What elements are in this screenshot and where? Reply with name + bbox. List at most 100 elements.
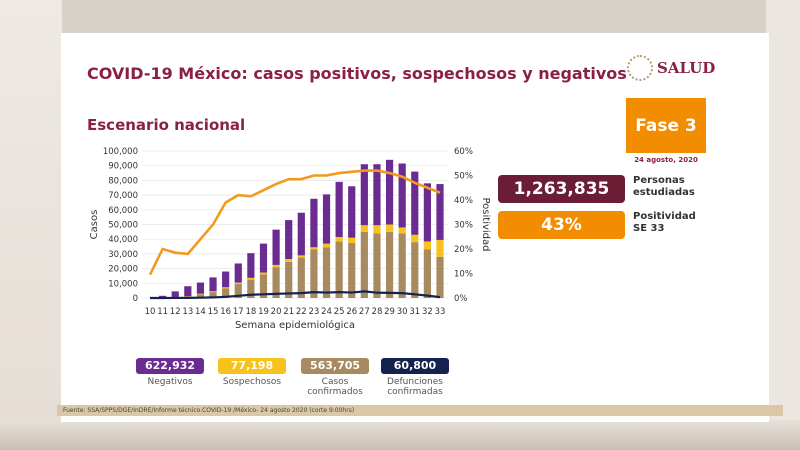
legend-label: Sospechosos	[218, 377, 286, 387]
x-tick-label: 30	[397, 307, 408, 317]
x-tick-label: 31	[409, 307, 420, 317]
y-tick-label: 100,000	[103, 147, 138, 157]
x-tick-label: 33	[435, 307, 446, 317]
seal-icon	[627, 55, 653, 81]
y2-tick-label: 10%	[454, 270, 473, 280]
y2-tick-label: 50%	[454, 172, 473, 182]
bar-casos-confirmados	[247, 279, 255, 298]
bar-casos-confirmados	[297, 257, 305, 298]
y-tick-label: 80,000	[108, 176, 138, 186]
line-positividad	[148, 169, 441, 276]
x-tick-label: 13	[182, 307, 193, 317]
bar-casos-confirmados	[373, 233, 381, 298]
legend-label: Defunciones confirmadas	[381, 377, 449, 397]
legend-label-1: Negativos	[147, 377, 193, 387]
y2-tick-label: 30%	[454, 221, 473, 231]
x-tick-label: 26	[346, 307, 357, 317]
bar-negativos	[184, 286, 192, 297]
bar-negativos	[398, 163, 406, 228]
chart: 0 10,000 20,000 30,000 40,000 50,000 60,000 70,…	[89, 147, 491, 331]
x-tick-label: 29	[384, 307, 395, 317]
bar-negativos	[423, 183, 431, 242]
personas-label-2: estudiadas	[633, 187, 695, 198]
slide-subtitle: Escenario nacional	[87, 116, 246, 134]
x-tick-label: 14	[195, 307, 206, 317]
x-tick-label: 28	[372, 307, 383, 317]
legend-label-1: Defunciones	[387, 377, 443, 387]
legend-value: 77,198	[218, 358, 286, 374]
background-bottom	[0, 420, 800, 450]
bar-casos-confirmados	[398, 233, 406, 298]
x-tick-label: 17	[233, 307, 244, 317]
y2-axis-label: Positividad	[480, 198, 491, 252]
positividad-label: Positividad SE 33	[633, 211, 696, 235]
bar-casos-confirmados	[272, 267, 280, 298]
bar-casos-confirmados	[222, 288, 230, 298]
x-tick-label: 16	[220, 307, 231, 317]
legend-label-1: Sospechosos	[222, 377, 282, 387]
legend-item: 60,800 Defunciones confirmadas	[381, 358, 449, 397]
x-tick-label: 10	[145, 307, 156, 317]
legend-label-1: Casos	[321, 377, 349, 387]
x-tick-label: 12	[170, 307, 181, 317]
legend-value: 60,800	[381, 358, 449, 374]
legend-label-2: confirmadas	[387, 387, 443, 397]
bar-sospechosos	[272, 264, 280, 268]
bar-casos-confirmados	[360, 231, 368, 298]
bar-sospechosos	[322, 243, 331, 248]
bar-negativos	[297, 212, 305, 256]
logo-text: SALUD	[657, 59, 716, 77]
bar-sospechosos	[411, 234, 419, 243]
line-defunciones-confirmadas	[150, 290, 441, 300]
bar-negativos	[335, 181, 343, 237]
legend-item: 77,198 Sospechosos	[218, 358, 286, 387]
bar-negativos	[259, 243, 268, 273]
bar-sospechosos	[398, 227, 406, 234]
salud-logo: SALUD	[627, 55, 715, 81]
personas-label: Personas estudiadas	[633, 175, 695, 199]
x-tick-label: 21	[283, 307, 294, 317]
bar-negativos	[171, 291, 179, 297]
y-tick-label: 90,000	[108, 162, 138, 172]
bar-negativos	[222, 271, 230, 288]
bar-sospechosos	[335, 236, 343, 242]
bar-negativos	[436, 184, 444, 240]
x-tick-label: 25	[334, 307, 345, 317]
bar-negativos	[209, 277, 217, 292]
bar-casos-confirmados	[285, 261, 293, 298]
bar-casos-confirmados	[209, 292, 217, 298]
personas-label-1: Personas	[633, 175, 685, 186]
legend-label: Negativos	[136, 377, 204, 387]
bar-sospechosos	[259, 272, 268, 275]
y-tick-label: 0	[133, 294, 138, 304]
bar-casos-confirmados	[234, 284, 242, 298]
x-tick-label: 23	[308, 307, 319, 317]
legend-label: Casos confirmados	[301, 377, 369, 397]
x-axis-label: Semana epidemiológica	[235, 319, 355, 331]
x-tick-label: 27	[359, 307, 370, 317]
bar-sospechosos	[297, 255, 305, 258]
bar-casos-confirmados	[385, 231, 394, 298]
positividad-value: 43%	[498, 211, 625, 239]
positividad-label-1: Positividad	[633, 211, 696, 222]
y-tick-label: 10,000	[108, 279, 138, 289]
slide-title: COVID-19 México: casos positivos, sospec…	[87, 64, 627, 83]
bar-casos-confirmados	[348, 242, 356, 298]
y-axis-label: Casos	[89, 210, 100, 240]
y-tick-label: 20,000	[108, 265, 138, 275]
background-left	[0, 0, 62, 450]
date: 24 agosto, 2020	[634, 156, 698, 164]
y2-tick-label: 40%	[454, 196, 473, 206]
bar-sospechosos	[222, 287, 230, 289]
source-note: Fuente: SSA/SPPS/DGE/InDRE/Informe técni…	[57, 405, 783, 416]
bar-negativos	[360, 164, 368, 226]
bar-casos-confirmados	[436, 256, 444, 298]
x-tick-label: 15	[208, 307, 219, 317]
bar-casos-confirmados	[196, 294, 205, 298]
y2-tick-label: 20%	[454, 245, 473, 255]
y2-tick-label: 60%	[454, 147, 473, 157]
bar-casos-confirmados	[423, 249, 431, 298]
bar-sospechosos	[285, 259, 293, 262]
bar-negativos	[285, 220, 293, 260]
legend-item: 563,705 Casos confirmados	[301, 358, 369, 397]
